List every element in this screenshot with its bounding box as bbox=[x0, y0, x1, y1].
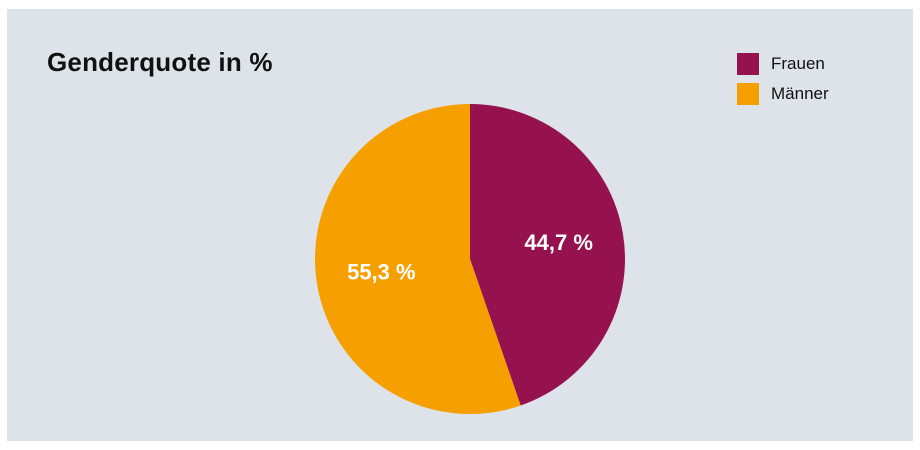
chart-legend: Frauen Männer bbox=[737, 49, 829, 109]
pie-slice-maenner bbox=[314, 104, 521, 415]
chart-title: Genderquote in % bbox=[47, 47, 273, 77]
legend-swatch-frauen bbox=[737, 53, 759, 75]
chart-panel: Genderquote in % Frauen Männer 44,7 % 55,… bbox=[7, 9, 913, 441]
legend-label-maenner: Männer bbox=[771, 84, 829, 103]
pie-chart: 44,7 % 55,3 % bbox=[314, 104, 625, 415]
slice-label-frauen: 44,7 % bbox=[524, 230, 593, 255]
legend-label-frauen: Frauen bbox=[771, 54, 825, 73]
legend-item-maenner: Männer bbox=[737, 79, 829, 109]
slice-label-maenner: 55,3 % bbox=[347, 260, 416, 285]
legend-swatch-maenner bbox=[737, 83, 759, 105]
legend-item-frauen: Frauen bbox=[737, 49, 829, 79]
pie-slice-frauen bbox=[470, 104, 625, 406]
